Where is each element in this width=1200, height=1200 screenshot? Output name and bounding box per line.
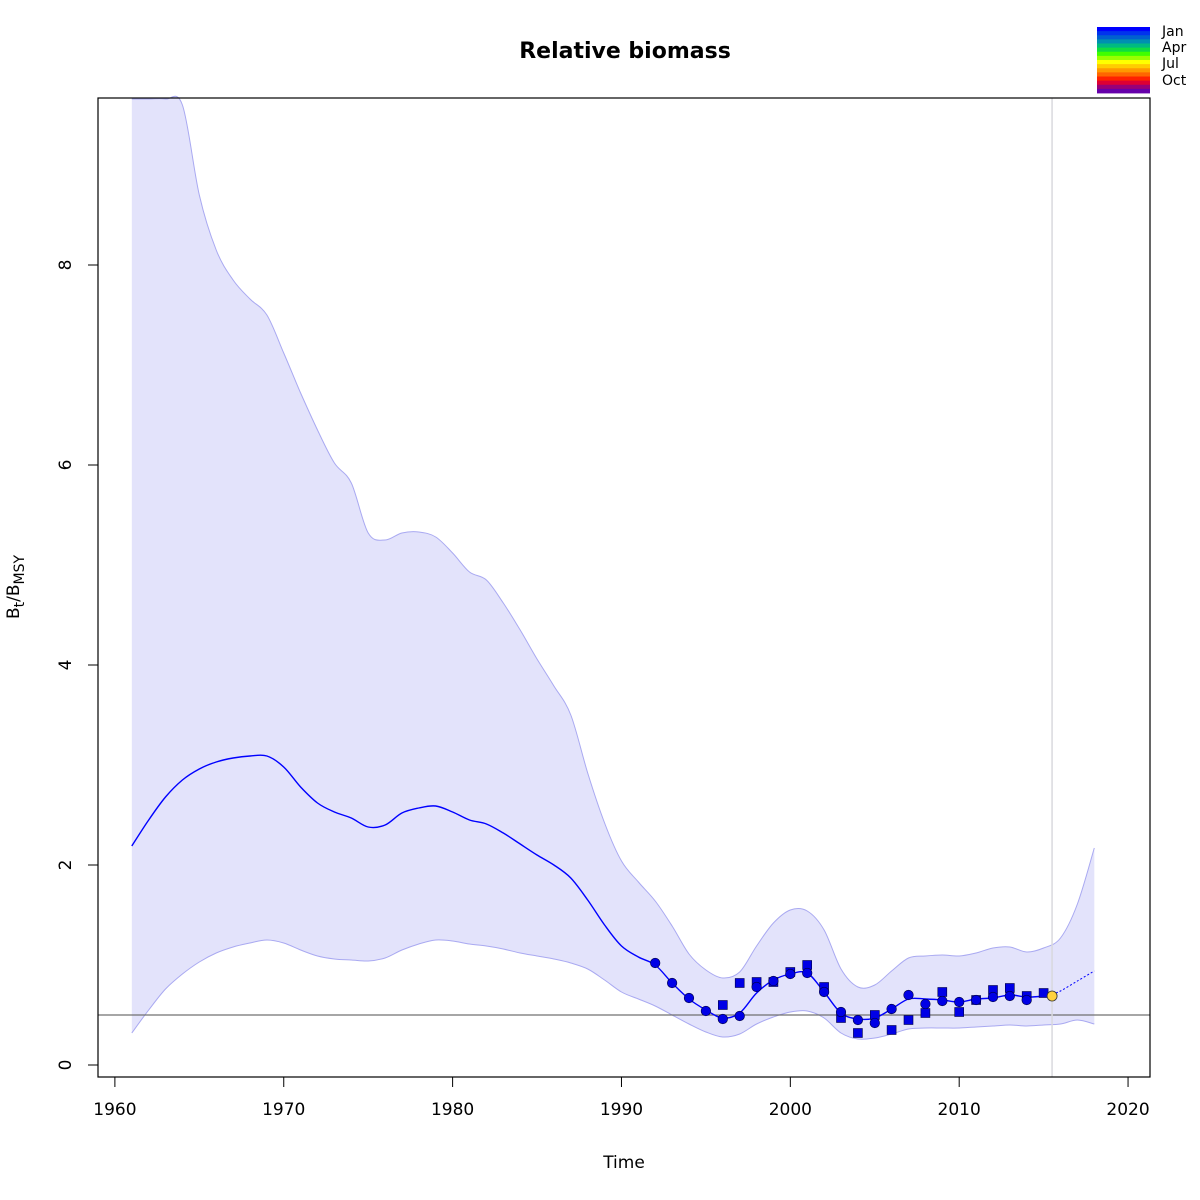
circle-point: [920, 998, 931, 1010]
circle-point: [768, 975, 779, 987]
circle-point: [818, 986, 830, 998]
square-point: [886, 1025, 897, 1035]
y-tick-label: 8: [56, 260, 76, 271]
legend-swatch: [1097, 80, 1150, 86]
y-axis-label-msy: MSY: [12, 555, 28, 585]
x-tick-label: 2010: [938, 1100, 981, 1120]
y-tick-label: 4: [56, 660, 76, 671]
circle-point: [666, 977, 678, 989]
circle-point: [903, 989, 914, 1001]
circle-point: [683, 992, 695, 1004]
y-axis-label-b: B: [4, 607, 24, 619]
legend-label: Oct: [1162, 73, 1187, 89]
observation-points: [650, 957, 1058, 1038]
x-tick-label: 2020: [1106, 1100, 1149, 1120]
legend-swatch: [1097, 51, 1150, 57]
circle-point: [650, 957, 661, 969]
square-point: [903, 1015, 914, 1025]
legend-swatch: [1097, 84, 1150, 90]
x-axis-label: Time: [602, 1153, 645, 1173]
legend-swatch: [1097, 88, 1150, 94]
y-tick-label: 6: [56, 460, 76, 471]
y-tick-label: 2: [56, 860, 76, 871]
y-axis-label-t: t: [12, 601, 28, 607]
circle-point: [954, 996, 965, 1008]
circle-point: [970, 994, 982, 1006]
circle-point: [751, 981, 762, 993]
confidence-band-upper-edge: [131, 95, 1095, 989]
legend-swatch: [1097, 64, 1150, 69]
legend-swatch: [1097, 55, 1150, 61]
confidence-band-lower-edge: [131, 939, 1095, 1040]
legend-swatch: [1097, 31, 1150, 36]
legend-swatch: [1097, 76, 1150, 82]
circle-point: [1021, 994, 1032, 1006]
circle-point: [937, 995, 948, 1007]
confidence-band: [131, 96, 1095, 1040]
square-point: [920, 1008, 931, 1018]
square-point: [954, 1007, 965, 1017]
circle-point: [802, 967, 813, 979]
square-point: [734, 978, 745, 988]
y-axis: 0 2 4 6 8: [56, 260, 99, 1071]
legend-swatch: [1097, 68, 1150, 73]
legend-label: Jan: [1161, 24, 1184, 40]
x-tick-label: 1980: [431, 1100, 474, 1120]
x-axis: 1960 1970 1980 1990 2000 2010 2020: [93, 1076, 1150, 1120]
legend-swatch: [1097, 35, 1150, 40]
circle-point: [785, 968, 796, 980]
circle-point: [987, 991, 999, 1003]
square-point: [937, 987, 948, 997]
circle-point: [835, 1006, 847, 1018]
y-axis-label-slash: /B: [4, 584, 24, 601]
x-tick-label: 2000: [769, 1100, 812, 1120]
legend-swatch: [1097, 27, 1150, 32]
x-tick-label: 1960: [93, 1100, 136, 1120]
square-point: [853, 1028, 863, 1038]
square-point: [717, 1000, 728, 1010]
x-tick-label: 1970: [262, 1100, 305, 1120]
legend-swatch: [1097, 60, 1150, 65]
plot-area: [98, 95, 1150, 1077]
y-tick-label: 0: [56, 1060, 76, 1071]
circle-point: [886, 1003, 897, 1015]
y-axis-label: Bt/BMSY: [4, 555, 28, 620]
chart-title: Relative biomass: [519, 39, 731, 64]
x-tick-label: 1990: [600, 1100, 643, 1120]
circle-point: [869, 1017, 880, 1029]
legend-label: Jul: [1161, 56, 1179, 72]
circle-point: [852, 1014, 864, 1026]
circle-point: [717, 1013, 728, 1025]
legend-label: Apr: [1162, 40, 1186, 56]
circle-point: [1004, 990, 1015, 1002]
legend-swatch: [1097, 39, 1150, 44]
legend-swatch: [1097, 43, 1150, 49]
circle-point: [700, 1005, 712, 1017]
circle-point: [734, 1010, 745, 1022]
current-estimate-point: [1046, 990, 1058, 1002]
legend-swatch: [1097, 72, 1150, 77]
legend-swatch: [1097, 47, 1150, 53]
